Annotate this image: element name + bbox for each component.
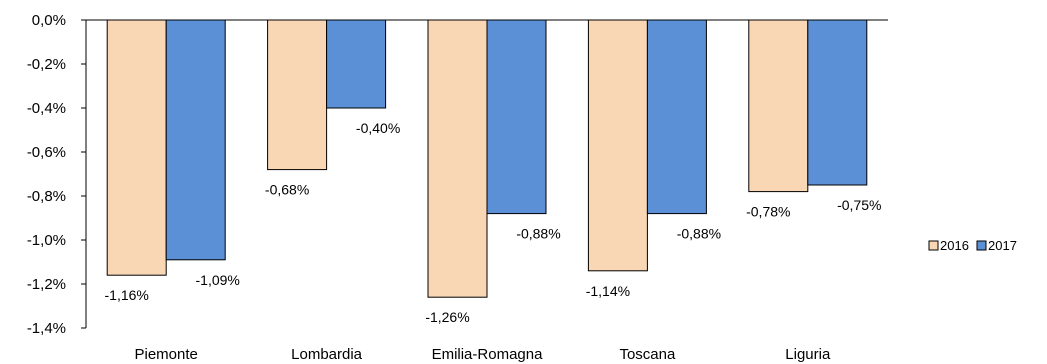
- category-label: Toscana: [619, 346, 676, 363]
- data-label-2017-toscana: -0,88%: [677, 226, 721, 242]
- category-label: Emilia-Romagna: [432, 346, 544, 363]
- legend: 2016 2017: [928, 238, 1017, 253]
- bar-2017-liguria: [807, 19, 868, 186]
- bar-2016-piemonte: [106, 19, 167, 276]
- data-label-2016-lombardia: -0,68%: [265, 182, 309, 198]
- legend-swatch-2017: [976, 240, 987, 251]
- bar-2017-piemonte: [165, 19, 226, 261]
- y-tick-label: -1,4%: [27, 320, 66, 337]
- data-label-2016-emilia-romagna: -1,26%: [425, 309, 469, 325]
- bar-2016-toscana: [587, 19, 648, 272]
- data-label-2017-emilia-romagna: -0,88%: [516, 226, 560, 242]
- y-tick-label: 0,0%: [32, 12, 66, 29]
- bar-2016-liguria: [748, 19, 809, 193]
- bar-2017-lombardia: [326, 19, 387, 109]
- legend-label-2016: 2016: [940, 238, 969, 253]
- bar-2017-toscana: [646, 19, 707, 215]
- data-label-2017-piemonte: -1,09%: [196, 272, 240, 288]
- bar-2016-lombardia: [267, 19, 328, 171]
- bar-2016-emilia-romagna: [427, 19, 488, 298]
- data-label-2017-liguria: -0,75%: [837, 197, 881, 213]
- bar-2017-emilia-romagna: [486, 19, 547, 215]
- category-label: Lombardia: [291, 346, 363, 363]
- y-tick-label: -0,6%: [27, 144, 66, 161]
- category-label: Liguria: [785, 346, 831, 363]
- y-tick-label: -0,8%: [27, 188, 66, 205]
- legend-label-2017: 2017: [988, 238, 1017, 253]
- data-label-2016-piemonte: -1,16%: [105, 287, 149, 303]
- y-tick-label: -1,0%: [27, 232, 66, 249]
- data-labels: -1,16% -1,09% Piemonte -0,68% -0,40% Lombardi…: [105, 120, 882, 363]
- bars: [106, 19, 868, 298]
- data-label-2016-toscana: -1,14%: [586, 283, 630, 299]
- legend-swatch-2016: [928, 240, 939, 251]
- y-tick-label: -0,4%: [27, 100, 66, 117]
- y-tick-label: -1,2%: [27, 276, 66, 293]
- data-label-2016-liguria: -0,78%: [746, 204, 790, 220]
- category-label: Piemonte: [135, 346, 198, 363]
- y-tick-label: -0,2%: [27, 56, 66, 73]
- data-label-2017-lombardia: -0,40%: [356, 120, 400, 136]
